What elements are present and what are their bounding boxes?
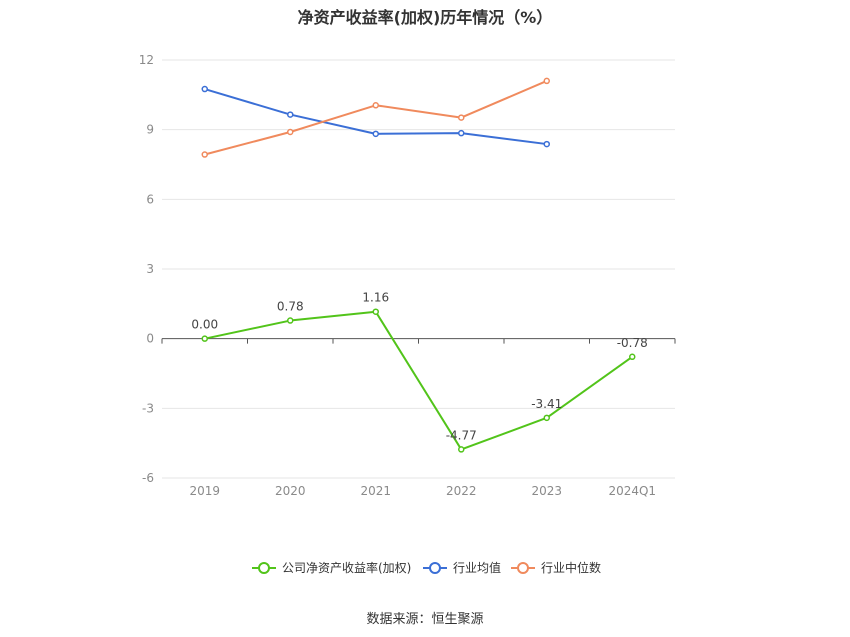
data-label: -3.41 [531, 397, 562, 411]
legend-label: 行业中位数 [541, 560, 601, 575]
data-label: 0.00 [191, 318, 218, 332]
data-point [201, 335, 208, 342]
data-point [543, 414, 550, 422]
chart-title: 净资产收益率(加权)历年情况（%） [297, 8, 553, 27]
y-tick-label: -6 [142, 471, 154, 485]
data-point [458, 129, 465, 137]
data-point [372, 130, 379, 138]
data-label: 1.16 [362, 291, 389, 305]
legend-label: 公司净资产收益率(加权) [282, 560, 411, 575]
data-point [543, 140, 550, 148]
data-label: -0.78 [617, 336, 648, 350]
y-tick-label: 9 [146, 123, 154, 137]
data-point [201, 85, 208, 93]
x-tick-label: 2024Q1 [608, 484, 656, 498]
legend-marker[interactable] [258, 562, 270, 574]
x-tick-label: 2020 [275, 484, 306, 498]
data-point [458, 446, 465, 453]
legend-label: 行业均值 [453, 560, 501, 575]
data-point [458, 114, 465, 121]
data-label: 0.78 [277, 300, 304, 314]
data-point [543, 77, 550, 85]
legend-marker[interactable] [517, 562, 529, 574]
series-line [204, 310, 633, 451]
data-point [201, 151, 208, 158]
data-point [287, 128, 294, 136]
x-tick-label: 2023 [531, 484, 562, 498]
legend-marker[interactable] [429, 562, 441, 574]
y-tick-label: -3 [142, 401, 154, 415]
source-note: 数据来源：恒生聚源 [366, 612, 484, 627]
data-label: -4.77 [446, 428, 477, 442]
x-tick-label: 2019 [189, 484, 220, 498]
y-tick-label: 6 [146, 192, 154, 206]
data-point [287, 317, 294, 324]
series-line [204, 79, 548, 156]
y-tick-label: 0 [146, 332, 154, 346]
data-point [372, 308, 379, 315]
y-tick-label: 12 [139, 53, 154, 67]
data-point [629, 353, 636, 361]
data-point [372, 102, 379, 109]
x-tick-label: 2022 [446, 484, 477, 498]
data-point [287, 111, 294, 118]
x-tick-label: 2021 [360, 484, 391, 498]
y-tick-label: 3 [146, 262, 154, 276]
